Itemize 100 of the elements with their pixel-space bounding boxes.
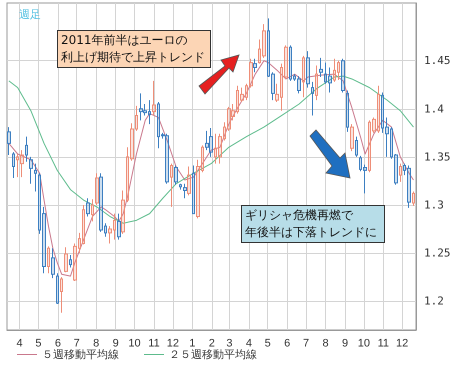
x-tick-label: 11 bbox=[378, 338, 390, 350]
candlestick bbox=[315, 65, 318, 101]
candlestick bbox=[51, 248, 55, 279]
y-tick-label: 1.45 bbox=[424, 54, 450, 68]
y-tick-label: 1.25 bbox=[424, 246, 450, 260]
legend-label: ５週移動平均線 bbox=[42, 348, 119, 361]
candlestick bbox=[130, 122, 134, 162]
candlestick bbox=[47, 246, 50, 274]
x-tick-label: 10 bbox=[128, 338, 141, 350]
candlestick bbox=[91, 198, 94, 222]
candlestick bbox=[179, 183, 182, 190]
candlestick bbox=[350, 124, 354, 152]
candlestick bbox=[34, 163, 37, 192]
candlestick bbox=[170, 163, 173, 208]
candlestick bbox=[148, 100, 151, 125]
x-tick-label: 4 bbox=[246, 338, 252, 350]
candlestick bbox=[289, 44, 292, 82]
candlestick bbox=[117, 213, 121, 240]
candlestick bbox=[104, 222, 107, 238]
candlestick bbox=[306, 50, 310, 88]
x-tick-label: 10 bbox=[358, 338, 370, 350]
candlestick bbox=[152, 80, 156, 116]
candlestick bbox=[223, 122, 226, 142]
x-tick-label: 5 bbox=[264, 338, 271, 350]
candlestick bbox=[78, 232, 81, 254]
annotation: ギリシャ危機再燃で年後半は下落トレンドに bbox=[241, 205, 385, 243]
line-series bbox=[8, 76, 414, 224]
candlestick bbox=[99, 172, 103, 232]
y-tick-label: 1.35 bbox=[424, 150, 450, 164]
candlestick bbox=[407, 165, 411, 208]
candlestick bbox=[201, 144, 204, 173]
candlestick bbox=[82, 204, 85, 245]
legend-label: ２５週移動平均線 bbox=[169, 348, 257, 361]
candlestick bbox=[165, 133, 169, 184]
x-tick-label: 5 bbox=[35, 338, 42, 350]
y-tick-label: 1.2 bbox=[424, 294, 444, 308]
candlestick bbox=[126, 146, 129, 203]
candlestick bbox=[394, 153, 398, 186]
candlestick bbox=[368, 120, 371, 173]
candlestick bbox=[196, 159, 200, 219]
candlestick bbox=[390, 126, 393, 160]
candlestick bbox=[341, 58, 345, 93]
candlestick bbox=[73, 242, 77, 282]
candlestick bbox=[319, 57, 323, 78]
candlestick bbox=[113, 213, 116, 240]
candlestick bbox=[240, 87, 244, 103]
candlestick bbox=[333, 58, 336, 82]
candlestick bbox=[280, 63, 283, 112]
candlestick bbox=[258, 39, 261, 64]
candlestick bbox=[218, 133, 222, 164]
annotation: 2011年前半はユーロの利上げ期待で上昇トレンド bbox=[57, 30, 211, 68]
candlestick bbox=[253, 58, 257, 73]
candlestick bbox=[139, 92, 143, 121]
candlestick bbox=[245, 83, 248, 101]
candlestick bbox=[7, 126, 11, 156]
candlestick bbox=[38, 172, 41, 234]
x-tick-label: 1 bbox=[189, 338, 196, 350]
candlestick bbox=[56, 272, 59, 305]
candlestick bbox=[399, 163, 402, 182]
candlestick bbox=[214, 133, 217, 164]
candlestick bbox=[355, 136, 358, 158]
candlestick bbox=[161, 132, 165, 140]
candlestick bbox=[108, 226, 112, 244]
candlestick bbox=[249, 58, 253, 88]
candlestick bbox=[236, 85, 239, 114]
candlestick bbox=[231, 103, 235, 121]
candlestick bbox=[346, 90, 349, 132]
candlestick bbox=[121, 190, 125, 234]
candlestick bbox=[275, 83, 279, 103]
x-tick-label: 12 bbox=[396, 338, 408, 350]
x-tick-label: 6 bbox=[54, 338, 61, 350]
candlestick bbox=[25, 136, 28, 162]
candlestick bbox=[209, 128, 213, 158]
candlestick bbox=[385, 116, 389, 158]
candlestick bbox=[297, 76, 301, 94]
x-tick-label: 8 bbox=[322, 338, 329, 350]
x-tick-label: 6 bbox=[284, 338, 290, 350]
candlestick bbox=[271, 72, 275, 101]
x-tick-label: 2 bbox=[208, 338, 215, 350]
candlestick bbox=[377, 85, 380, 134]
y-tick-label: 1.4 bbox=[424, 102, 444, 116]
candlestick bbox=[20, 150, 24, 178]
x-tick-label: 8 bbox=[93, 338, 100, 350]
candlestick bbox=[174, 165, 178, 186]
candlestick bbox=[69, 254, 72, 268]
candlestick bbox=[205, 130, 209, 151]
candlestick bbox=[60, 276, 63, 314]
candlestick bbox=[324, 62, 327, 84]
x-tick-label: 3 bbox=[226, 338, 232, 350]
x-tick-label: 7 bbox=[302, 338, 310, 350]
candlestick bbox=[412, 191, 415, 206]
candlestick bbox=[183, 183, 187, 199]
candlestick bbox=[262, 24, 266, 58]
x-tick-label: 9 bbox=[112, 338, 119, 350]
candlestick bbox=[328, 66, 332, 93]
candlestick bbox=[267, 18, 270, 78]
candlestick bbox=[135, 105, 138, 132]
candlestick bbox=[372, 116, 376, 134]
candlestick bbox=[12, 152, 15, 179]
candlestick bbox=[16, 153, 19, 178]
